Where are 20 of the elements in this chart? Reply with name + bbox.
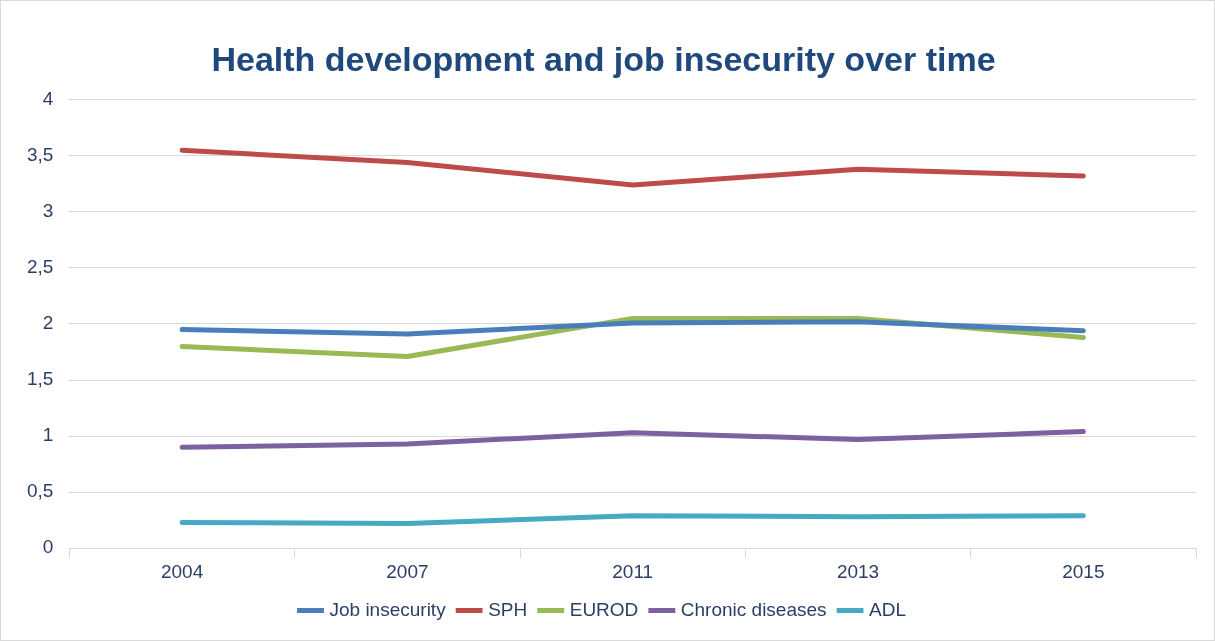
y-tick-label: 4 bbox=[42, 88, 54, 110]
x-tick-label: 2004 bbox=[160, 560, 204, 582]
x-tick-label: 2007 bbox=[386, 560, 429, 582]
legend-label: ADL bbox=[869, 598, 907, 620]
y-tick-label: 1 bbox=[42, 424, 54, 446]
y-tick-label: 1,5 bbox=[26, 368, 54, 390]
y-tick-label: 2,5 bbox=[26, 256, 54, 278]
x-tick-label: 2015 bbox=[1062, 560, 1105, 582]
y-tick-label: 0,5 bbox=[26, 480, 54, 502]
legend-label: SPH bbox=[488, 598, 528, 620]
y-tick-label: 2 bbox=[42, 312, 54, 334]
legend-label: Chronic diseases bbox=[680, 598, 827, 620]
y-tick-label: 3 bbox=[42, 200, 54, 222]
x-tick-label: 2013 bbox=[836, 560, 880, 582]
x-tick-label: 2011 bbox=[612, 560, 654, 582]
y-tick-label: 3,5 bbox=[26, 144, 54, 166]
y-tick-label: 0 bbox=[42, 536, 54, 558]
legend-label: Job insecurity bbox=[329, 598, 447, 620]
legend-label: EUROD bbox=[569, 598, 639, 620]
chart-title: Health development and job insecurity over time bbox=[211, 39, 996, 78]
